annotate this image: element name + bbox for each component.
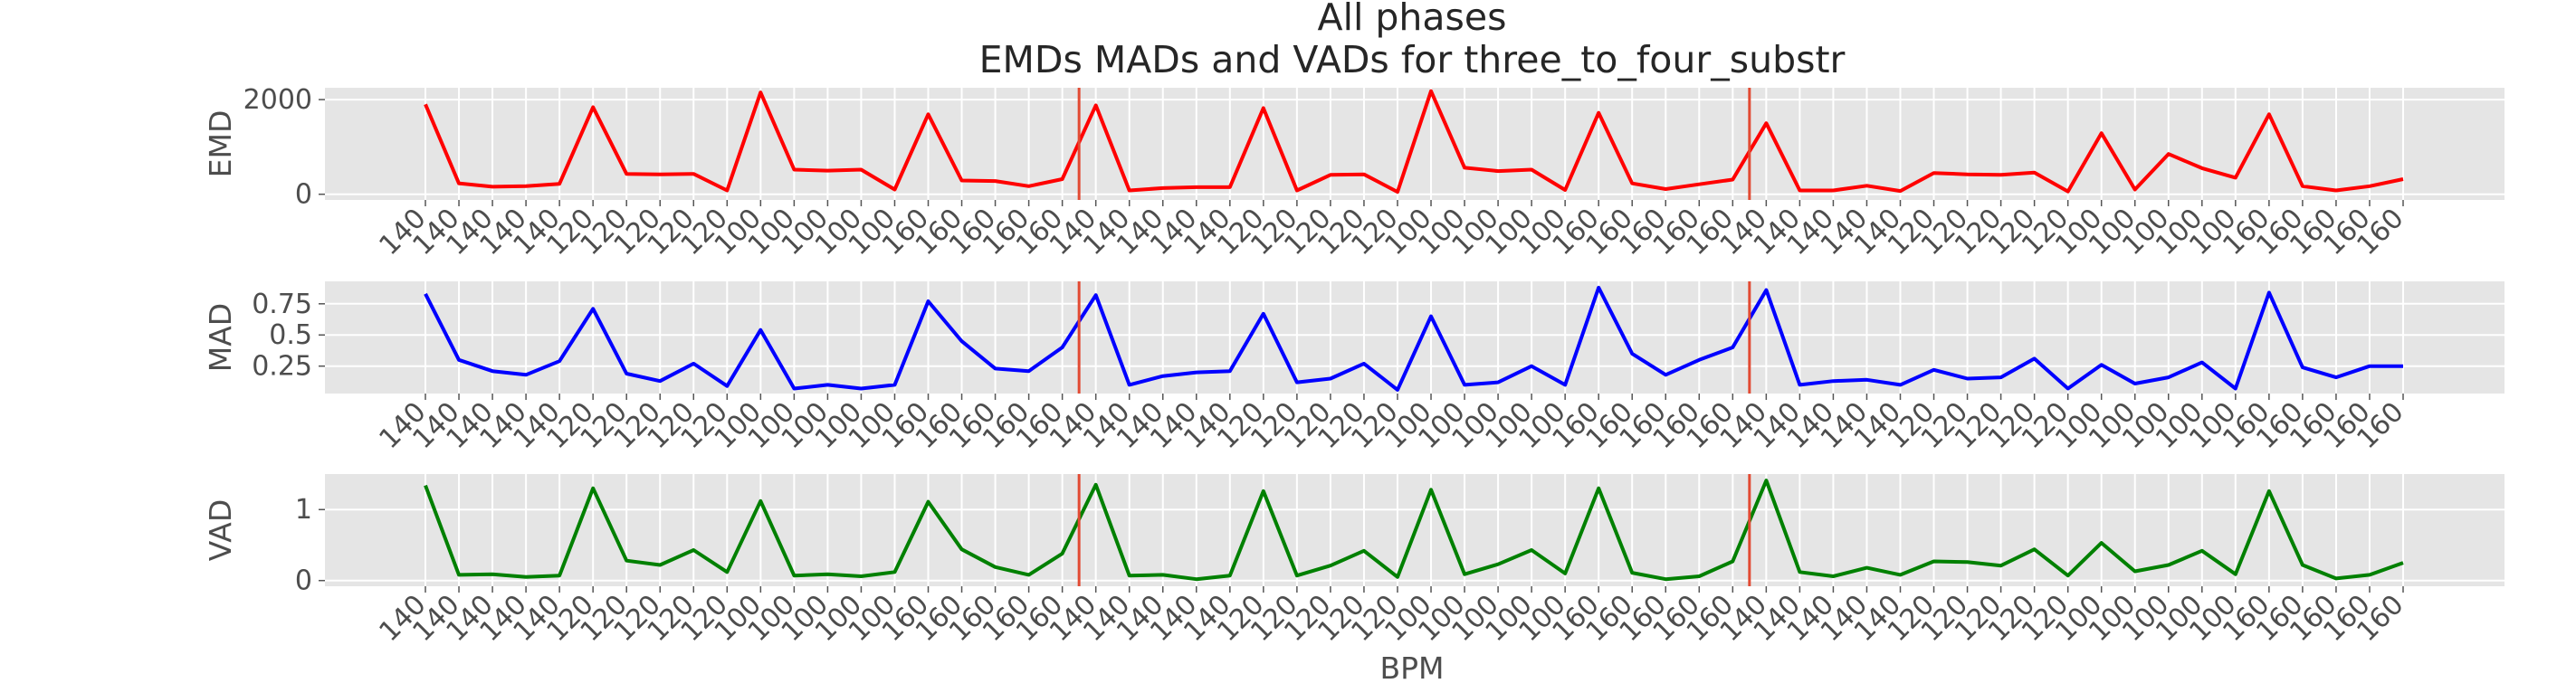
y-axis-label: EMD	[203, 110, 238, 178]
figure-title: All phases	[1318, 0, 1507, 39]
y-axis-label: MAD	[203, 303, 238, 372]
y-tick-label: 0.5	[269, 319, 312, 351]
emd-subplot: 0200014014014014014012012012012012010010…	[203, 84, 2504, 261]
y-tick-label: 0.75	[252, 289, 312, 320]
vad-subplot: 0114014014014014012012012012012010010010…	[203, 474, 2504, 648]
y-tick-label: 0	[295, 565, 312, 597]
y-axis-label: VAD	[203, 499, 238, 561]
mad-subplot: 0.250.50.7514014014014014012012012012012…	[203, 281, 2504, 455]
y-tick-label: 2000	[243, 84, 312, 116]
x-axis-label: BPM	[1379, 650, 1444, 686]
plot-background	[325, 281, 2504, 394]
series-line	[424, 285, 2403, 392]
figure-subtitle: EMDs MADs and VADs for three_to_four_sub…	[979, 38, 1846, 81]
y-tick-label: 1	[295, 494, 312, 526]
series-line	[424, 89, 2404, 195]
y-tick-label: 0.25	[252, 351, 312, 383]
y-tick-label: 0	[295, 179, 312, 211]
series-line	[424, 479, 2404, 582]
